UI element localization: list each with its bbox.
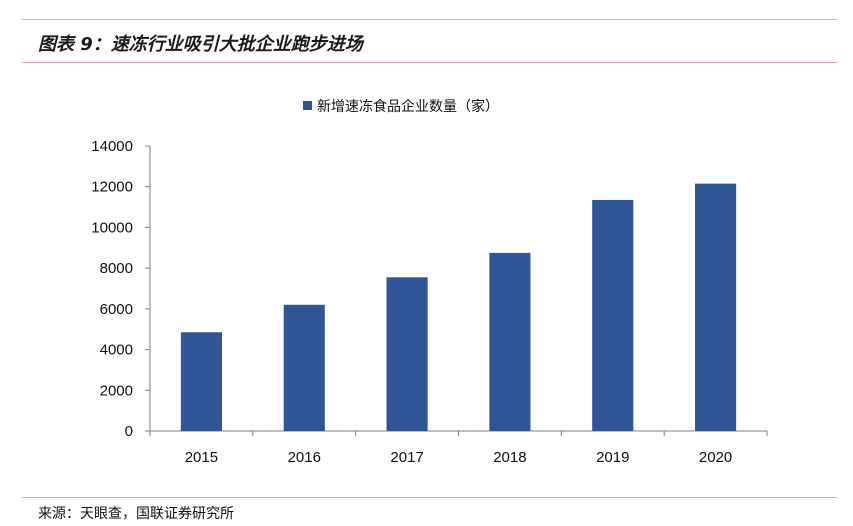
- x-tick-label: 2015: [185, 449, 218, 466]
- header-bottom-rule: [22, 62, 837, 63]
- bar-2018: [489, 252, 531, 431]
- header-top-rule: [22, 19, 837, 20]
- bar-2016: [283, 304, 325, 431]
- legend-label: 新增速冻食品企业数量（家）: [317, 98, 499, 115]
- y-tick-label: 14000: [91, 138, 133, 155]
- y-tick-label: 4000: [100, 342, 133, 359]
- x-tick-label: 2017: [390, 449, 423, 466]
- bar-2015: [180, 332, 222, 431]
- bar-chart: 新增速冻食品企业数量（家） 0 2000 4000 6000 8000 10000 12000…: [91, 98, 768, 466]
- y-tick-label: 8000: [100, 260, 133, 277]
- x-tick-label: 2018: [493, 449, 526, 466]
- x-tick-label: 2016: [288, 449, 321, 466]
- bar-2019: [592, 199, 634, 431]
- y-tick-label: 0: [125, 423, 133, 440]
- y-tick-label: 2000: [100, 382, 133, 399]
- legend-swatch: [303, 101, 312, 110]
- x-tick-label: 2020: [699, 449, 732, 466]
- bar-2017: [386, 277, 428, 431]
- source-note: 来源：天眼查，国联证券研究所: [38, 506, 234, 522]
- x-tick-label: 2019: [596, 449, 629, 466]
- figure-title: 图表 9：速冻行业吸引大批企业跑步进场: [38, 34, 363, 55]
- y-tick-label: 12000: [91, 179, 133, 196]
- y-tick-label: 10000: [91, 219, 133, 236]
- bar-2020: [695, 183, 737, 431]
- y-tick-label: 6000: [100, 301, 133, 318]
- footer-rule: [22, 497, 837, 498]
